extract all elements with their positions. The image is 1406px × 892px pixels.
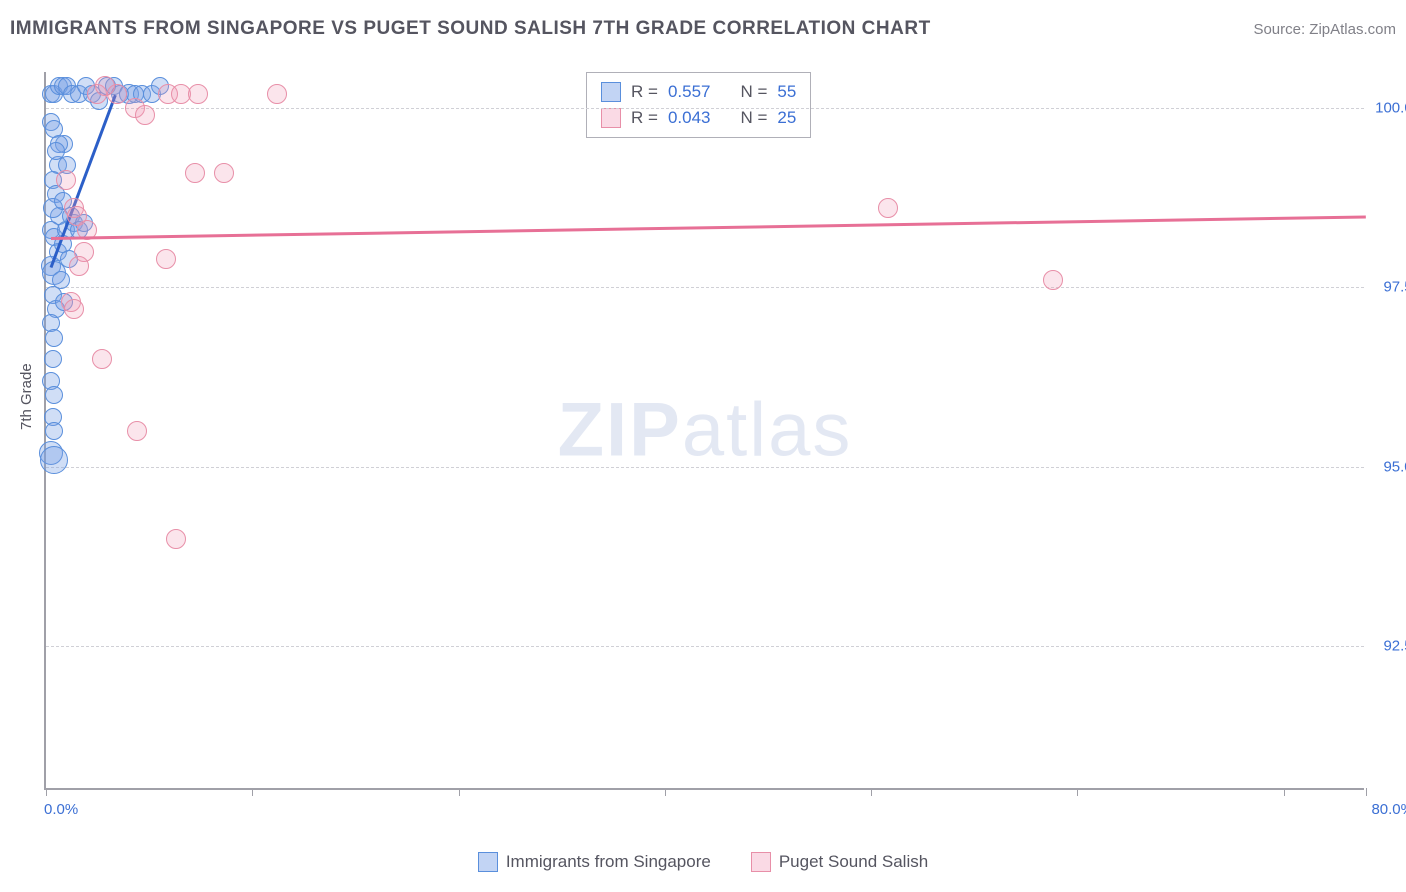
data-point	[267, 84, 287, 104]
gridline	[46, 108, 1364, 109]
data-point	[64, 299, 84, 319]
data-point	[47, 142, 65, 160]
legend-row: R = 0.043 N = 25	[601, 105, 796, 131]
y-tick-label: 92.5%	[1370, 638, 1406, 655]
legend-stats: R = 0.557 N = 55 R = 0.043 N = 25	[586, 72, 811, 138]
data-point	[45, 422, 63, 440]
data-point	[1043, 270, 1063, 290]
watermark: ZIPatlas	[558, 387, 853, 474]
gridline	[46, 646, 1364, 647]
trend-line	[51, 216, 1366, 241]
swatch-icon	[751, 852, 771, 872]
x-tick	[1284, 788, 1285, 796]
x-tick-label: 0.0%	[44, 801, 78, 818]
data-point	[92, 349, 112, 369]
plot-area: ZIPatlas R = 0.557 N = 55 R = 0.043 N = …	[44, 72, 1364, 790]
y-tick-label: 97.5%	[1370, 279, 1406, 296]
chart-title: IMMIGRANTS FROM SINGAPORE VS PUGET SOUND…	[10, 18, 931, 40]
data-point	[185, 163, 205, 183]
data-point	[69, 256, 89, 276]
gridline	[46, 287, 1364, 288]
x-tick	[665, 788, 666, 796]
data-point	[95, 76, 115, 96]
data-point	[45, 386, 63, 404]
data-point	[156, 249, 176, 269]
source-label: Source: ZipAtlas.com	[1253, 21, 1396, 38]
swatch-icon	[601, 82, 621, 102]
chart-header: IMMIGRANTS FROM SINGAPORE VS PUGET SOUND…	[10, 18, 1396, 40]
data-point	[166, 529, 186, 549]
data-point	[878, 198, 898, 218]
data-point	[45, 329, 63, 347]
data-point	[135, 105, 155, 125]
legend-series: Immigrants from Singapore Puget Sound Sa…	[0, 852, 1406, 872]
swatch-icon	[601, 108, 621, 128]
x-tick	[459, 788, 460, 796]
legend-row: R = 0.557 N = 55	[601, 79, 796, 105]
y-axis-label: 7th Grade	[18, 363, 35, 430]
data-point	[188, 84, 208, 104]
x-tick	[1366, 788, 1367, 796]
x-tick	[252, 788, 253, 796]
data-point	[40, 446, 68, 474]
swatch-icon	[478, 852, 498, 872]
y-tick-label: 95.0%	[1370, 458, 1406, 475]
data-point	[56, 170, 76, 190]
x-tick-label: 80.0%	[1371, 801, 1406, 818]
x-tick	[46, 788, 47, 796]
x-tick	[1077, 788, 1078, 796]
legend-item: Immigrants from Singapore	[478, 852, 711, 872]
legend-item: Puget Sound Salish	[751, 852, 928, 872]
data-point	[214, 163, 234, 183]
x-tick	[871, 788, 872, 796]
y-tick-label: 100.0%	[1370, 99, 1406, 116]
data-point	[44, 350, 62, 368]
data-point	[127, 421, 147, 441]
data-point	[52, 271, 70, 289]
gridline	[46, 467, 1364, 468]
